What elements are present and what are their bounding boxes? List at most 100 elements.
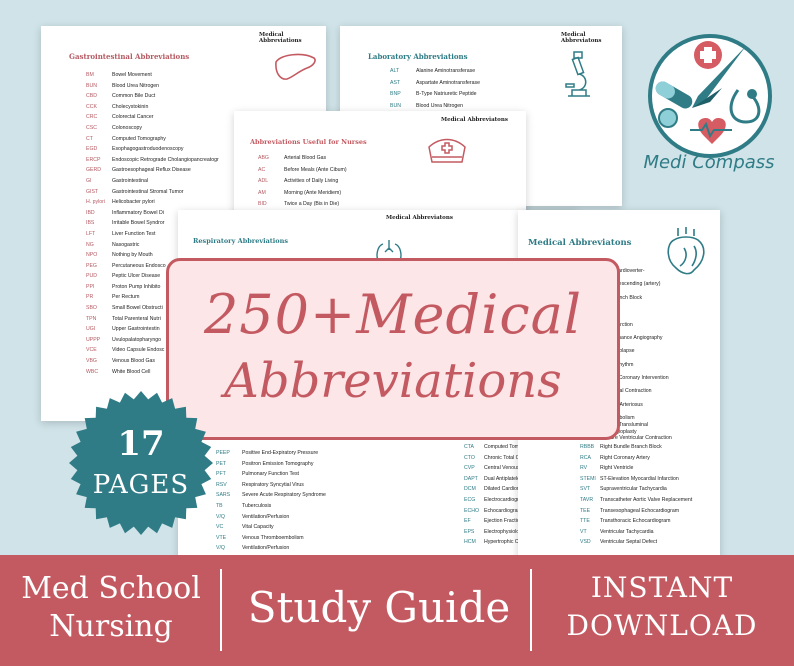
abbreviation-code: CT — [86, 135, 93, 142]
abbreviation-code: PR — [86, 294, 94, 301]
abbreviation-row: IBD Inflammatory Bowel Di — [86, 208, 219, 219]
abbreviation-row: CVP Central Venous Pressure — [464, 463, 568, 474]
abbreviation-definition: lve Prolapse — [606, 348, 635, 355]
abbreviation-definition: Transthoracic Echocardiogram — [600, 518, 671, 525]
footer-divider — [220, 569, 222, 651]
abbreviation-code: EGD — [86, 146, 98, 153]
abbreviation-row: ble Cardioverter- — [580, 268, 672, 275]
abbreviation-definition: Electrophysiological Study — [484, 528, 545, 535]
abbreviation-code: VTE — [216, 534, 227, 541]
abbreviation-definition: Morning (Ante Meridiem) — [284, 189, 342, 196]
abbreviation-definition: Upper Gastrointestin — [112, 326, 160, 333]
abbreviation-definition: rior Descending (artery) — [606, 281, 661, 288]
abbreviation-code: NG — [86, 241, 94, 248]
abbreviation-row: eous Transluminal — [580, 422, 672, 429]
liver-icon — [275, 53, 316, 80]
footer-divider — [530, 569, 532, 651]
nurse-rows: ABG Arterial Blood Gas AC Before Meals (Ant… — [258, 153, 347, 211]
banner-line-1: 250+Medical — [203, 283, 583, 346]
abbreviation-code: WBC — [86, 368, 99, 375]
abbreviation-row: re Atrial Contraction — [580, 388, 672, 395]
abbreviation-code: AC — [258, 166, 266, 173]
abbreviation-code: GERD — [86, 167, 101, 174]
abbreviation-code: IBD — [86, 209, 95, 216]
abbreviation-row: EF Ejection Fraction — [464, 516, 568, 527]
logo-text: Medi Compass — [643, 152, 775, 173]
abbreviation-row: VC Vital Capacity — [216, 522, 326, 533]
abbreviation-definition: Per Rectum — [112, 294, 140, 301]
abbreviation-row: NPO Nothing by Mouth — [86, 250, 219, 261]
abbreviation-definition: Before Meals (Ante Cibum) — [284, 166, 347, 173]
badge-seal-icon — [69, 391, 213, 535]
abbreviation-code: TAVR — [580, 496, 594, 503]
abbreviation-code: SVT — [580, 486, 591, 493]
abbreviation-row: PFT Pulmonary Function Test — [216, 469, 326, 480]
abbreviation-code: DCM — [464, 486, 476, 493]
abbreviation-definition: y Angioplasty — [606, 428, 637, 435]
abbreviation-code: SARS — [216, 492, 231, 499]
abbreviation-code: TPN — [86, 315, 97, 322]
abbreviation-definition: Positive End-Expiratory Pressure — [242, 450, 319, 456]
resp-rows: PEEP Positive End-Expiratory Pressure PET P… — [216, 448, 326, 554]
abbreviation-code: V/Q — [216, 513, 225, 520]
abbreviation-row: UPPP Uvulopalatopharyngo — [86, 335, 219, 346]
abbreviation-code: RBBB — [580, 444, 595, 450]
abbreviation-code: V/Q — [216, 545, 225, 552]
abbreviation-code: IBS — [86, 220, 95, 227]
footer-right-line-2: DOWNLOAD — [566, 609, 758, 642]
abbreviation-row: RBBB Right Bundle Branch Block — [580, 442, 692, 453]
abbreviation-code: PEG — [86, 262, 97, 269]
abbreviation-code: VBG — [86, 358, 97, 365]
abbreviation-row: TAVR Transcatheter Aortic Valve Replaceme… — [580, 495, 692, 506]
abbreviation-row: PUD Peptic Ulcer Disease — [86, 271, 219, 282]
abbreviation-definition: Dual Antiplatelet Therapy — [484, 475, 542, 482]
abbreviation-row: TEE Transesophageal Echocardiogram — [580, 506, 692, 517]
abbreviation-code: VC — [216, 524, 224, 531]
abbreviation-definition: Colorectal Cancer — [112, 114, 154, 121]
abbreviation-code: LFT — [86, 230, 96, 237]
abbreviation-code: SBO — [86, 305, 97, 312]
abbreviation-row: RSV Respiratory Syncytial Virus — [216, 480, 326, 491]
abbreviation-definition: Uvulopalatopharyngo — [112, 336, 162, 343]
abbreviation-definition: Arterial Blood Gas — [284, 155, 327, 161]
microscope-icon — [565, 51, 590, 97]
abbreviation-row: rior Descending (artery) — [580, 281, 672, 288]
abbreviation-definition: Pulmonary Function Test — [242, 471, 299, 478]
abbreviation-definition: Right Ventricle — [600, 465, 634, 472]
sheet-title: Medical Abbreviatons — [528, 238, 632, 248]
abbreviation-code: RV — [580, 465, 588, 472]
abbreviation-definition: Activities of Daily Living — [284, 178, 339, 184]
gi-rows: BM Bowel Movement BUN Blood Urea Nitrogen CB… — [86, 70, 219, 377]
abbreviation-code: BNP — [390, 91, 401, 97]
abbreviation-definition: Proton Pump Inhibito — [112, 283, 161, 290]
abbreviation-row: ERCP Endoscopic Retrograde Cholangiopancr… — [86, 155, 219, 166]
abbreviation-row: ADL Activities of Daily Living — [258, 176, 347, 188]
abbreviation-definition: Chronic Total Occlusion — [484, 454, 539, 461]
abbreviation-row: ABG Arterial Blood Gas — [258, 153, 347, 165]
abbreviation-code: BID — [258, 201, 267, 207]
abbreviation-row: CTO Chronic Total Occlusion — [464, 453, 568, 464]
abbreviation-code: STEMI — [580, 475, 596, 482]
sheet-header: Medical Abbreviatons — [441, 117, 508, 123]
abbreviation-definition: Ventilation/Perfusion — [242, 545, 290, 552]
abbreviation-row: RCA Right Coronary Artery — [580, 453, 692, 464]
pages-badge: 17 PAGES — [68, 390, 214, 536]
abbreviation-row: ALT Alanine Aminotransferase — [390, 66, 480, 78]
nurse-cap-icon — [428, 138, 466, 163]
abbreviation-row: BM Bowel Movement — [86, 70, 219, 81]
abbreviation-row: CBD Common Bile Duct — [86, 91, 219, 102]
sheet-title: Respiratory Abbreviations — [193, 237, 288, 245]
abbreviation-definition: Gastroesophageal Reflux Disease — [112, 167, 191, 174]
abbreviation-row: ry Embolism — [580, 415, 672, 422]
abbreviation-definition: Transcatheter Aortic Valve Replacement — [600, 496, 693, 503]
abbreviation-row: PEG Percutaneous Endosco — [86, 261, 219, 272]
abbreviation-definition: Dilated Cardiomyopathy — [484, 486, 540, 493]
abbreviation-row: VT Ventricular Tachycardia — [580, 527, 692, 538]
abbreviation-definition: Twice a Day (Bis in Die) — [284, 201, 340, 207]
abbreviation-definition: ature Ventricular Contraction — [606, 435, 672, 442]
abbreviation-code: BUN — [86, 82, 97, 89]
abbreviation-code: ALT — [390, 68, 400, 74]
abbreviation-definition: Vital Capacity — [242, 524, 274, 531]
abbreviation-definition: Endoscopic Retrograde Cholangiopancreato… — [112, 156, 219, 163]
abbreviation-row: le Branch Block — [580, 295, 672, 302]
